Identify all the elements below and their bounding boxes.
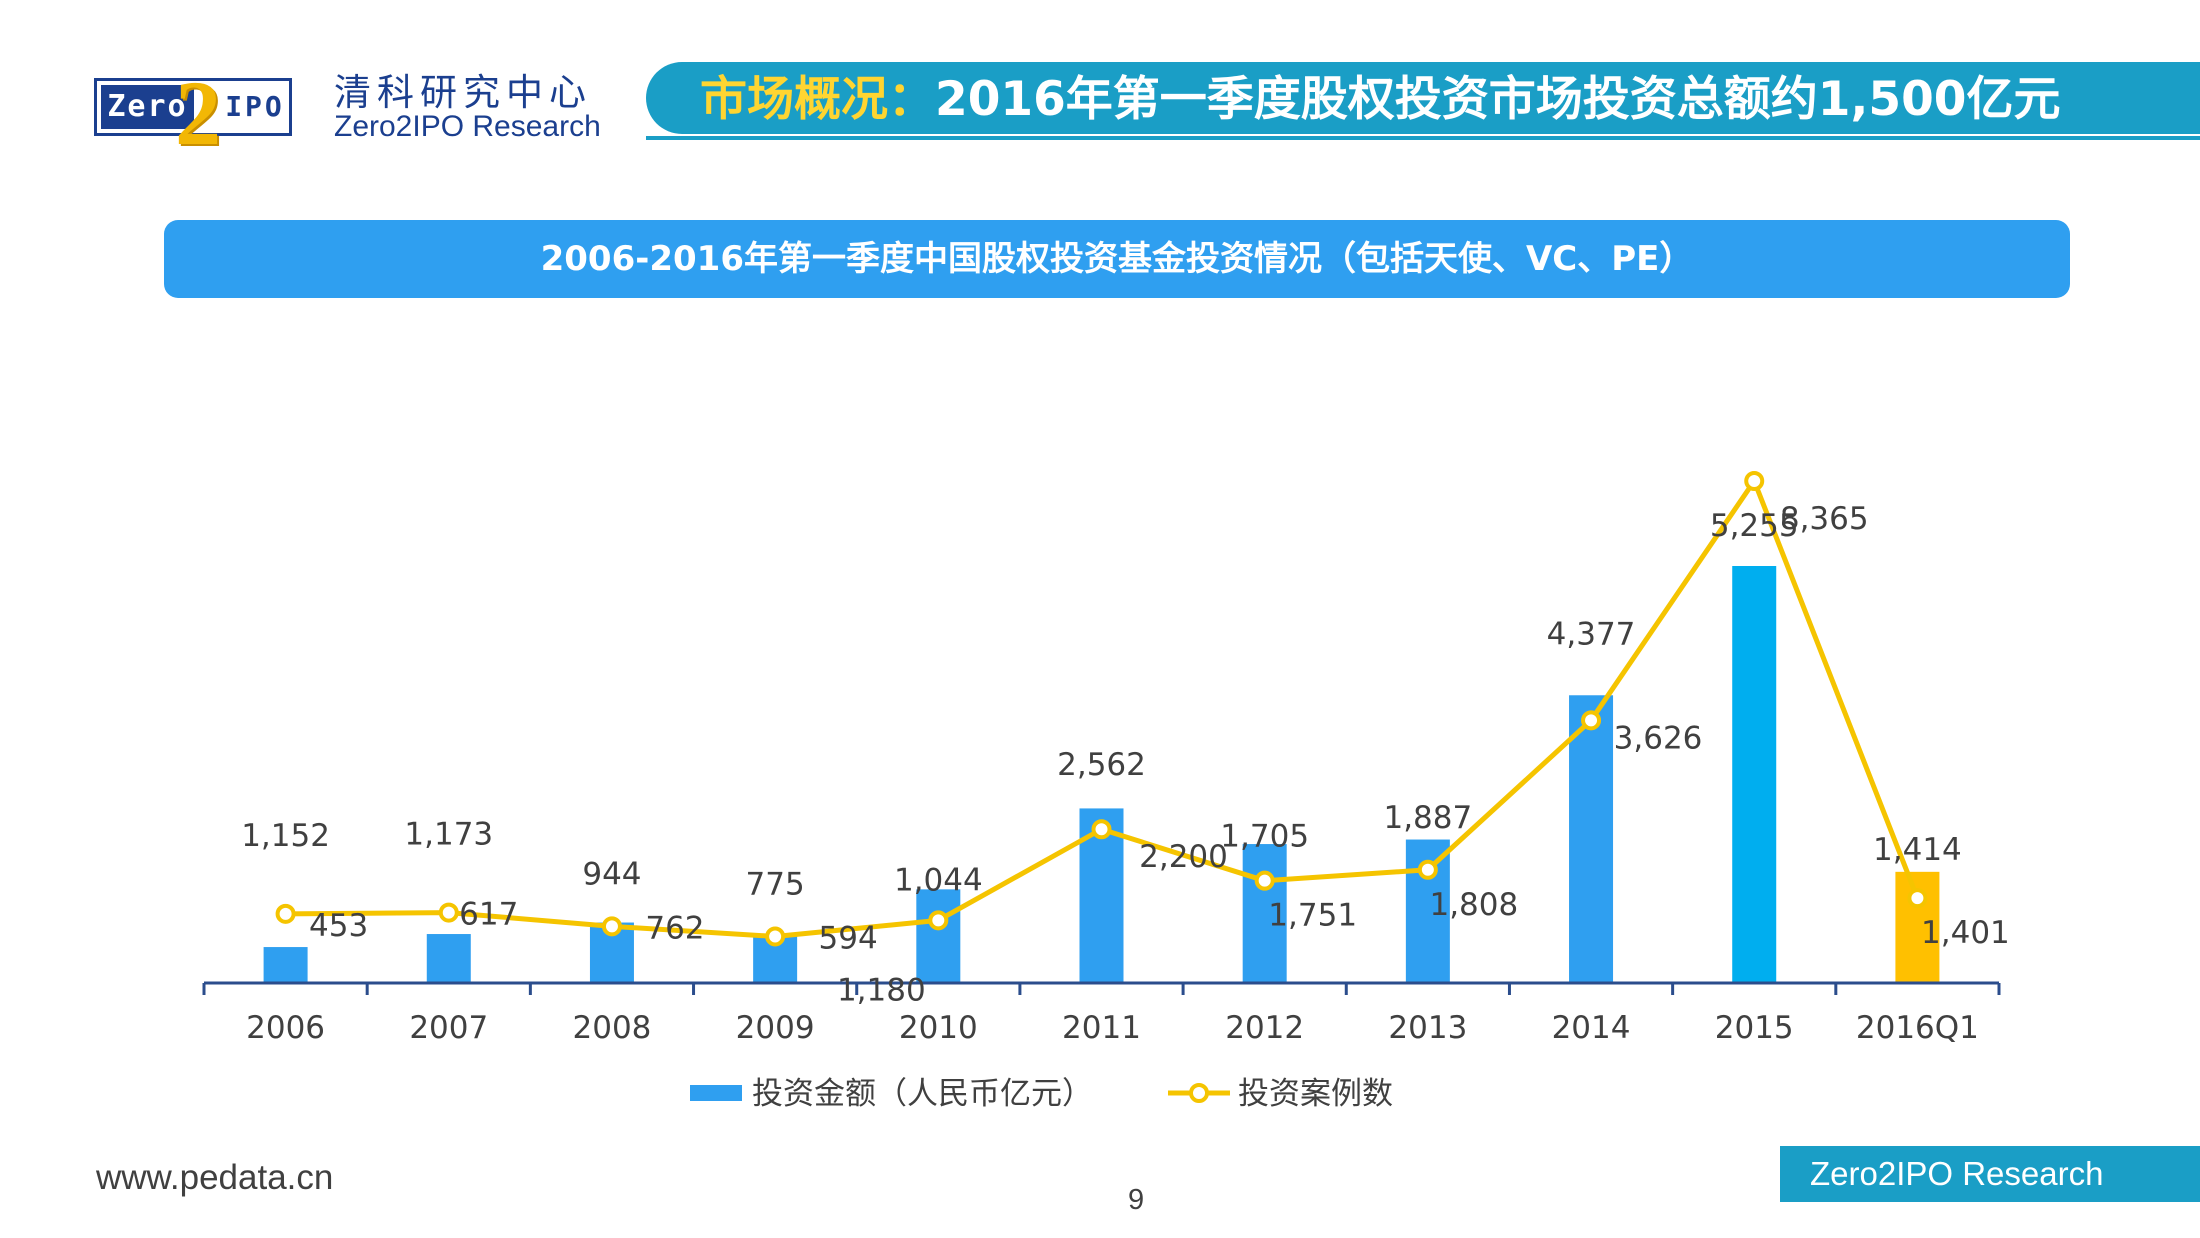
bar-label-2016Q1: 1,401 bbox=[1921, 915, 2010, 951]
line-label-2006: 1,152 bbox=[241, 818, 330, 854]
footer-brand: Zero2IPO Research bbox=[1780, 1146, 2200, 1202]
legend-swatch-bar bbox=[690, 1085, 742, 1101]
line-point-2016Q1 bbox=[1907, 888, 1928, 909]
x-tick-label-2011: 2011 bbox=[1062, 1010, 1141, 1046]
line-point-2011 bbox=[1091, 819, 1112, 840]
line-label-2010: 1,044 bbox=[894, 862, 983, 898]
line-label-2013: 1,887 bbox=[1383, 800, 1472, 836]
legend-swatch-line-marker bbox=[1189, 1083, 1209, 1103]
bar-2010 bbox=[916, 889, 961, 983]
logo-ipo-text: IPO bbox=[225, 90, 285, 123]
x-tick-label-2006: 2006 bbox=[246, 1010, 325, 1046]
bar-2007 bbox=[426, 934, 471, 983]
x-tick-label-2008: 2008 bbox=[573, 1010, 652, 1046]
bar-label-2006: 453 bbox=[309, 908, 368, 944]
line-point-2014 bbox=[1581, 710, 1602, 731]
bar-label-2007: 617 bbox=[459, 897, 518, 933]
line-label-2008: 944 bbox=[582, 856, 641, 892]
org-name-chinese: 清科研究中心 bbox=[334, 71, 592, 114]
title-banner bbox=[646, 62, 2200, 134]
x-tick-label-2015: 2015 bbox=[1715, 1010, 1794, 1046]
bar-label-2009: 594 bbox=[819, 920, 878, 956]
line-point-2013 bbox=[1417, 859, 1438, 880]
footer-url[interactable]: www.pedata.cn bbox=[96, 1158, 334, 1197]
bar-2006 bbox=[263, 947, 308, 983]
logo-two-digit: 2 bbox=[175, 62, 221, 164]
line-point-2008 bbox=[601, 916, 622, 937]
bar-2014 bbox=[1569, 695, 1614, 983]
bar-2015 bbox=[1732, 566, 1777, 983]
logo-zero-text: Zero bbox=[101, 85, 194, 129]
investment-chart: 2006 2007 2008 2009 2010 2011 2012 2013 2014 2015… bbox=[202, 471, 2010, 1112]
bar-label-2013: 1,808 bbox=[1429, 887, 1518, 923]
line-label-2014: 4,377 bbox=[1547, 616, 1636, 652]
line-label-2011: 2,562 bbox=[1057, 747, 1146, 783]
x-tick-label-2007: 2007 bbox=[409, 1010, 488, 1046]
title-highlight: 市场概况： bbox=[700, 72, 935, 127]
bar-label-2010: 1,180 bbox=[837, 972, 926, 1008]
line-point-2009 bbox=[765, 926, 786, 947]
line-label-2015: 8,365 bbox=[1780, 501, 1869, 537]
bar-2012 bbox=[1242, 844, 1287, 983]
line-label-2009: 775 bbox=[746, 866, 805, 902]
line-point-2007 bbox=[438, 902, 459, 923]
x-tick-label-2013: 2013 bbox=[1388, 1010, 1467, 1046]
bar-label-2015: 5,255 bbox=[1710, 508, 1799, 544]
line-point-2015 bbox=[1744, 471, 1765, 491]
x-tick-label-2014: 2014 bbox=[1552, 1010, 1631, 1046]
legend-label-line: 投资案例数 bbox=[1238, 1076, 1393, 1112]
bar-label-2011: 2,200 bbox=[1139, 839, 1228, 875]
chart-subtitle-bar: 2006-2016年第一季度中国股权投资基金投资情况（包括天使、VC、PE） bbox=[164, 220, 2070, 298]
bar-label-2014: 3,626 bbox=[1614, 720, 1703, 756]
page-number: 9 bbox=[1128, 1184, 1145, 1216]
bar-label-2008: 762 bbox=[645, 910, 704, 946]
legend-label-bar: 投资金额（人民币亿元） bbox=[752, 1076, 1093, 1112]
page-title: 市场概况：2016年第一季度股权投资市场投资总额约1,500亿元 bbox=[700, 68, 2060, 132]
x-tick-label-2009: 2009 bbox=[736, 1010, 815, 1046]
title-main: 2016年第一季度股权投资市场投资总额约1,500亿元 bbox=[935, 72, 2061, 127]
line-point-2010 bbox=[928, 910, 949, 931]
line-point-2006 bbox=[275, 903, 296, 924]
x-tick-label-2016Q1: 2016Q1 bbox=[1856, 1010, 1979, 1046]
line-point-2012 bbox=[1254, 870, 1275, 891]
org-name-english: Zero2IPO Research bbox=[334, 110, 601, 143]
x-tick-label-2010: 2010 bbox=[899, 1010, 978, 1046]
line-label-2007: 1,173 bbox=[404, 817, 493, 853]
bar-label-2012: 1,751 bbox=[1268, 898, 1357, 934]
title-underline bbox=[646, 136, 2200, 140]
line-label-2016Q1: 1,414 bbox=[1873, 832, 1962, 868]
zero2ipo-logo: Zero 2 IPO bbox=[94, 67, 292, 159]
line-label-2012: 1,705 bbox=[1220, 819, 1309, 855]
x-tick-label-2012: 2012 bbox=[1225, 1010, 1304, 1046]
